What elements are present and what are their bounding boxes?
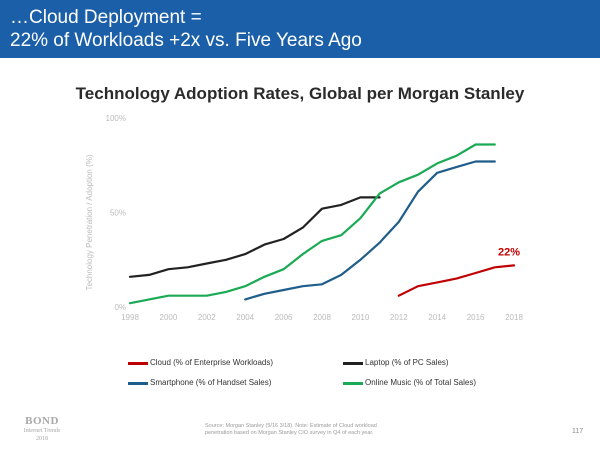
x-tick-label: 2000 <box>160 313 178 322</box>
x-tick-label: 2002 <box>198 313 216 322</box>
x-tick-label: 2010 <box>352 313 370 322</box>
source-note: Source: Morgan Stanley (5/16 3/18). Note… <box>205 423 415 437</box>
source-note-line-1: Source: Morgan Stanley (5/16 3/18). Note… <box>205 423 377 429</box>
legend-swatch-music <box>343 382 363 385</box>
legend-swatch-smartphone <box>128 382 148 385</box>
x-tick-label: 2014 <box>428 313 446 322</box>
series-line-online <box>128 143 496 305</box>
x-tick-label: 2012 <box>390 313 408 322</box>
legend-label-cloud: Cloud (% of Enterprise Workloads) <box>150 358 274 367</box>
series-line-smartphone <box>244 160 496 301</box>
y-tick-label: 100% <box>106 114 126 123</box>
brand-name: BOND <box>25 415 59 427</box>
chart-title: Technology Adoption Rates, Global per Mo… <box>75 84 525 103</box>
y-tick-label: 50% <box>110 209 126 218</box>
legend-label-music: Online Music (% of Total Sales) <box>365 378 477 387</box>
x-tick-label: 2016 <box>467 313 485 322</box>
brand-year: 2018 <box>36 436 48 442</box>
brand-subtitle: Internet Trends <box>23 428 61 434</box>
series-line-cloud <box>397 264 516 297</box>
legend-swatch-cloud <box>128 362 148 365</box>
bond-logo: BOND Internet Trends 2018 <box>20 415 64 443</box>
legend-swatch-laptop <box>343 362 363 365</box>
title-banner: …Cloud Deployment = 22% of Workloads +2x… <box>0 0 600 58</box>
data-label-cloud-22: 22% <box>498 246 520 258</box>
legend-label-laptop: Laptop (% of PC Sales) <box>365 358 449 367</box>
x-tick-label: 2004 <box>236 313 254 322</box>
slide-title-line-2: 22% of Workloads +2x vs. Five Years Ago <box>10 30 362 51</box>
series-line-laptop <box>128 196 381 278</box>
x-tick-label: 2018 <box>505 313 523 322</box>
source-note-line-2: penetration based on Morgan Stanley CIO … <box>205 430 374 436</box>
x-tick-label: 1998 <box>121 313 139 322</box>
page-number: 117 <box>572 428 584 435</box>
y-axis-title: Technology Penetration / Adoption (%) <box>85 154 94 290</box>
x-tick-label: 2008 <box>313 313 331 322</box>
slide-title-line-1: …Cloud Deployment = <box>10 7 202 28</box>
legend-label-smartphone: Smartphone (% of Handset Sales) <box>150 378 272 387</box>
x-tick-label: 2006 <box>275 313 293 322</box>
y-tick-label: 0% <box>114 303 126 312</box>
